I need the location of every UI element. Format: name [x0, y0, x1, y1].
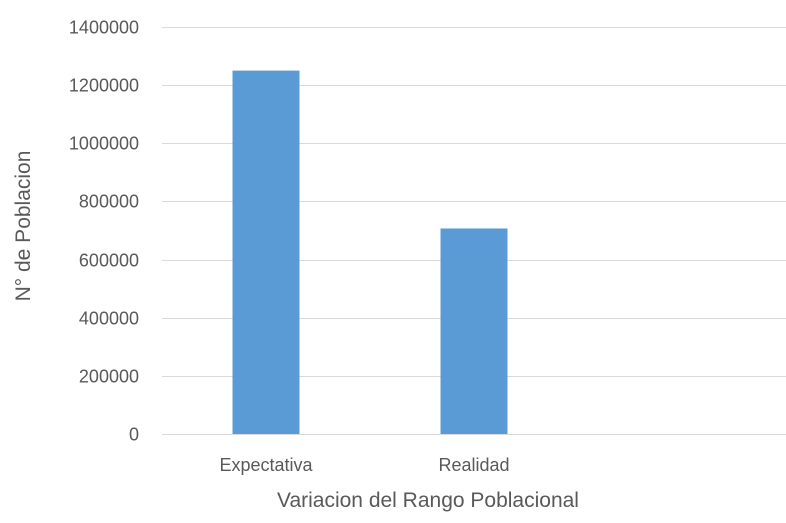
y-tick-label: 200000	[79, 367, 139, 387]
y-axis-title: N° de Poblacion	[12, 151, 35, 302]
y-tick-label: 600000	[79, 251, 139, 271]
x-axis-ticks: Expectativa Realidad	[219, 455, 509, 475]
y-tick-label: 800000	[79, 192, 139, 212]
y-axis-ticks: 0 200000 400000 600000 800000 1000000 1200000 1…	[69, 18, 139, 445]
bar-realidad	[440, 228, 508, 434]
y-tick-label: 1400000	[69, 18, 139, 38]
bar-expectativa	[232, 70, 300, 434]
y-tick-label: 1200000	[69, 76, 139, 96]
x-tick-label: Expectativa	[219, 455, 313, 475]
bars	[232, 70, 508, 434]
x-tick-label: Realidad	[438, 455, 509, 475]
y-tick-label: 0	[129, 425, 139, 445]
x-axis-title: Variacion del Rango Poblacional	[277, 489, 579, 512]
y-tick-label: 400000	[79, 309, 139, 329]
y-tick-label: 1000000	[69, 134, 139, 154]
